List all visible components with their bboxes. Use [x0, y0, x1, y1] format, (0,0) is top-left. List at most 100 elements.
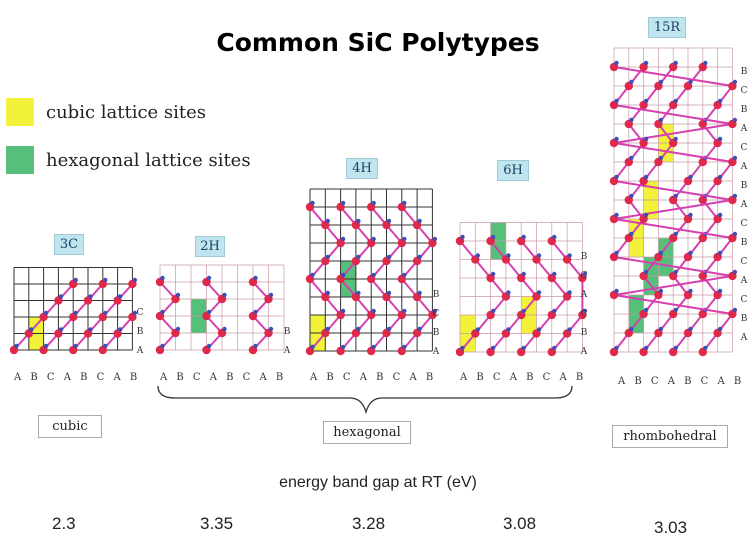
- c-atom-4h: [310, 272, 315, 278]
- stack-6h-3: A: [580, 290, 588, 300]
- stack-15r-3: B: [740, 105, 748, 115]
- c-atom-3c: [58, 327, 64, 332]
- c-atom-15r: [673, 269, 678, 275]
- c-atom-2h: [253, 309, 258, 315]
- stack-4h-1: B: [432, 290, 440, 300]
- c-atom-3c: [43, 343, 49, 349]
- c-atom-4h: [432, 236, 438, 242]
- axis-3c: A B C A B C A B: [14, 372, 141, 383]
- c-atom-15r: [717, 136, 723, 142]
- c-atom-15r: [614, 174, 619, 180]
- c-atom-4h: [340, 236, 346, 242]
- c-atom-15r: [614, 250, 619, 256]
- c-atom-15r: [673, 98, 678, 104]
- c-atom-2h: [160, 343, 165, 349]
- c-atom-4h: [386, 218, 392, 224]
- c-atom-3c: [103, 343, 108, 349]
- site-highlight-3c: [28, 333, 44, 350]
- c-atom-15r: [732, 117, 738, 123]
- c-atom-15r: [717, 98, 723, 104]
- c-atom-6h: [506, 327, 511, 332]
- c-atom-6h: [536, 327, 542, 332]
- c-atom-4h: [402, 272, 407, 278]
- c-atom-15r: [717, 212, 723, 218]
- site-highlight-6h: [460, 315, 476, 334]
- c-atom-4h: [402, 236, 407, 242]
- c-atom-15r: [629, 326, 634, 332]
- stack-15r-5: C: [740, 143, 748, 153]
- c-atom-4h: [356, 326, 361, 332]
- c-atom-3c: [103, 277, 108, 283]
- stack-6h-5: B: [580, 328, 588, 338]
- stack-15r-2: C: [740, 86, 748, 96]
- stack-4h-2: C: [432, 309, 440, 319]
- c-atom-6h: [521, 345, 526, 351]
- c-atom-4h: [325, 290, 330, 296]
- legend-hexagonal: hexagonal lattice sites: [6, 146, 251, 174]
- c-atom-4h: [417, 218, 422, 224]
- c-atom-6h: [552, 271, 557, 277]
- site-highlight-2h: [191, 299, 207, 316]
- c-atom-4h: [402, 200, 407, 206]
- c-atom-4h: [417, 326, 422, 332]
- c-atom-15r: [688, 79, 693, 85]
- site-highlight-15r: [658, 257, 674, 276]
- c-atom-3c: [117, 294, 123, 299]
- c-atom-15r: [629, 117, 634, 123]
- c-atom-6h: [536, 290, 542, 295]
- c-atom-6h: [536, 253, 542, 258]
- c-atom-15r: [643, 212, 649, 218]
- c-atom-4h: [340, 344, 346, 350]
- c-atom-15r: [643, 345, 649, 351]
- c-atom-2h: [222, 326, 227, 332]
- c-atom-15r: [658, 288, 664, 294]
- c-atom-15r: [629, 193, 634, 199]
- legend-cubic-label: cubic lattice sites: [46, 101, 207, 123]
- c-atom-3c: [29, 327, 34, 332]
- c-atom-4h: [340, 308, 346, 314]
- c-atom-6h: [490, 271, 496, 277]
- c-atom-2h: [160, 275, 165, 281]
- band-gap-2h: 3.35: [200, 514, 234, 533]
- c-atom-15r: [717, 326, 723, 332]
- c-atom-6h: [506, 290, 511, 295]
- c-atom-2h: [253, 343, 258, 349]
- c-atom-6h: [490, 345, 496, 351]
- c-atom-4h: [402, 344, 407, 350]
- stack-6h-6: A: [580, 347, 588, 357]
- c-atom-15r: [643, 98, 649, 104]
- c-atom-15r: [732, 231, 738, 237]
- c-atom-15r: [643, 60, 649, 66]
- c-atom-15r: [614, 288, 619, 294]
- c-atom-15r: [629, 79, 634, 85]
- site-highlight-6h: [521, 315, 537, 334]
- c-atom-6h: [552, 345, 557, 351]
- c-atom-3c: [73, 310, 78, 316]
- tag-6h: 6H: [497, 160, 529, 181]
- stack-6h-1: B: [580, 252, 588, 262]
- c-atom-15r: [629, 231, 634, 237]
- c-atom-6h: [567, 290, 572, 295]
- hexagonal-swatch: [6, 146, 34, 174]
- c-atom-2h: [268, 292, 274, 298]
- c-atom-3c: [132, 310, 138, 316]
- stack-15r-7: B: [740, 181, 748, 191]
- stack-15r-6: A: [740, 162, 748, 172]
- bond-chain-15r: [612, 66, 735, 353]
- axis-4h: A B C A B C A B: [310, 372, 437, 383]
- c-atom-4h: [386, 254, 392, 260]
- c-atom-4h: [325, 326, 330, 332]
- c-atom-15r: [688, 326, 693, 332]
- c-atom-4h: [417, 290, 422, 296]
- tag-15r: 15R: [648, 17, 686, 38]
- c-atom-6h: [582, 271, 588, 277]
- c-atom-4h: [356, 254, 361, 260]
- c-atom-4h: [371, 236, 376, 242]
- c-atom-15r: [643, 269, 649, 275]
- c-atom-15r: [673, 193, 678, 199]
- c-atom-2h: [160, 309, 165, 315]
- band-gap-caption: energy band gap at RT (eV): [279, 474, 477, 491]
- stack-15r-12: A: [740, 276, 748, 286]
- c-atom-15r: [673, 60, 678, 66]
- stack-6h-2: C: [580, 271, 588, 281]
